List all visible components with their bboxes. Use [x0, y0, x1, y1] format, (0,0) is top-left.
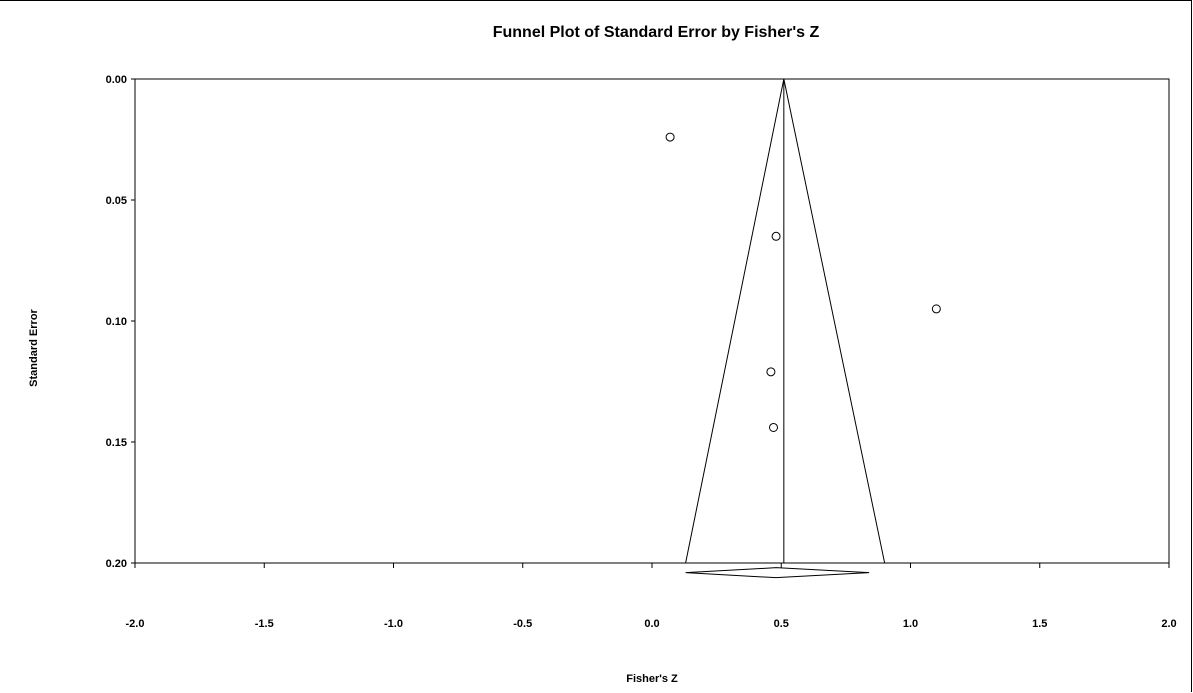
x-axis: -2.0 -1.5 -1.0 -0.5 0.0 0.5 1.0 1.5 2.0	[126, 563, 1177, 630]
x-tick-label: 0.5	[774, 618, 789, 630]
x-tick-label: -2.0	[126, 618, 145, 630]
x-tick-label: 1.0	[903, 618, 918, 630]
x-tick-label: 0.0	[644, 618, 659, 630]
y-tick-label: 0.00	[106, 74, 127, 86]
funnel-lines	[685, 78, 886, 564]
summary-diamond	[685, 567, 870, 579]
x-tick-label: -1.0	[384, 618, 403, 630]
x-axis-label: Fisher's Z	[626, 673, 678, 685]
y-tick-label: 0.10	[106, 316, 127, 328]
study-point	[771, 231, 781, 241]
study-points	[665, 132, 941, 432]
y-tick-label: 0.20	[106, 558, 127, 570]
x-tick-label: -0.5	[513, 618, 532, 630]
y-axis: 0.00 0.05 0.10 0.15 0.20	[106, 74, 135, 570]
study-point	[768, 422, 778, 432]
plot-area	[134, 78, 1170, 564]
x-tick-label: 2.0	[1161, 618, 1176, 630]
y-axis-label: Standard Error	[28, 308, 40, 386]
x-tick-label: -1.5	[255, 618, 274, 630]
x-tick-label: 1.5	[1032, 618, 1047, 630]
study-point	[931, 304, 941, 314]
chart-title: Funnel Plot of Standard Error by Fisher'…	[493, 24, 820, 41]
study-point	[665, 132, 675, 142]
study-point	[766, 367, 776, 377]
y-tick-label: 0.15	[106, 437, 127, 449]
y-tick-label: 0.05	[106, 195, 127, 207]
